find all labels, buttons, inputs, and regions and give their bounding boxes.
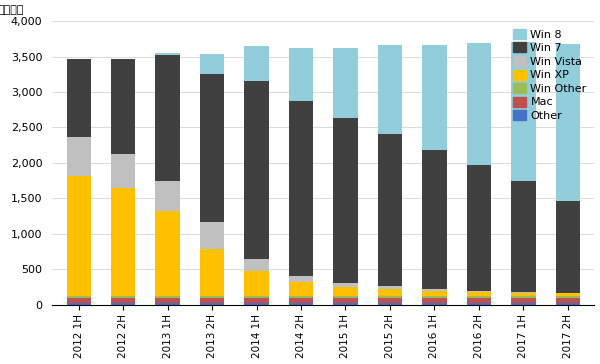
Bar: [556, 201, 580, 293]
Bar: [333, 48, 358, 118]
Bar: [200, 298, 224, 302]
Bar: [467, 302, 491, 305]
Bar: [200, 302, 224, 305]
Bar: [556, 293, 580, 296]
Bar: [111, 189, 136, 296]
Bar: [511, 296, 536, 298]
Bar: [289, 296, 313, 298]
Bar: [244, 46, 269, 82]
Text: （万台）: （万台）: [0, 5, 25, 16]
Bar: [200, 296, 224, 298]
Bar: [200, 55, 224, 74]
Bar: [467, 296, 491, 298]
Bar: [333, 296, 358, 298]
Bar: [422, 302, 446, 305]
Bar: [422, 289, 446, 290]
Bar: [378, 296, 402, 298]
Bar: [111, 298, 136, 302]
Bar: [289, 48, 313, 101]
Bar: [244, 260, 269, 271]
Bar: [67, 176, 91, 296]
Bar: [200, 222, 224, 249]
Bar: [289, 298, 313, 302]
Bar: [289, 101, 313, 276]
Bar: [155, 53, 180, 55]
Bar: [289, 282, 313, 296]
Bar: [467, 43, 491, 165]
Bar: [67, 59, 91, 138]
Bar: [244, 302, 269, 305]
Bar: [155, 302, 180, 305]
Bar: [67, 302, 91, 305]
Bar: [111, 302, 136, 305]
Bar: [511, 181, 536, 292]
Bar: [155, 211, 180, 296]
Bar: [333, 287, 358, 296]
Bar: [244, 298, 269, 302]
Bar: [333, 298, 358, 302]
Bar: [467, 298, 491, 302]
Bar: [467, 165, 491, 291]
Bar: [511, 42, 536, 181]
Bar: [511, 298, 536, 302]
Bar: [378, 134, 402, 286]
Bar: [244, 271, 269, 296]
Bar: [422, 298, 446, 302]
Bar: [422, 44, 446, 150]
Bar: [378, 45, 402, 134]
Bar: [556, 298, 580, 302]
Bar: [155, 181, 180, 211]
Bar: [200, 74, 224, 222]
Bar: [467, 292, 491, 296]
Bar: [333, 118, 358, 283]
Bar: [67, 138, 91, 176]
Bar: [200, 249, 224, 296]
Bar: [289, 302, 313, 305]
Bar: [111, 296, 136, 298]
Bar: [244, 82, 269, 260]
Bar: [378, 298, 402, 302]
Bar: [155, 298, 180, 302]
Bar: [511, 292, 536, 293]
Bar: [422, 296, 446, 298]
Bar: [67, 296, 91, 298]
Bar: [67, 298, 91, 302]
Bar: [244, 296, 269, 298]
Bar: [422, 290, 446, 296]
Bar: [556, 296, 580, 298]
Bar: [511, 302, 536, 305]
Bar: [422, 150, 446, 289]
Bar: [111, 154, 136, 189]
Bar: [467, 291, 491, 292]
Bar: [333, 283, 358, 287]
Bar: [556, 44, 580, 201]
Legend: Win 8, Win 7, Win Vista, Win XP, Win Other, Mac, Other: Win 8, Win 7, Win Vista, Win XP, Win Oth…: [511, 27, 589, 123]
Bar: [333, 302, 358, 305]
Bar: [111, 59, 136, 154]
Bar: [378, 289, 402, 296]
Bar: [155, 296, 180, 298]
Bar: [289, 276, 313, 282]
Bar: [556, 302, 580, 305]
Bar: [378, 286, 402, 289]
Bar: [378, 302, 402, 305]
Bar: [511, 293, 536, 296]
Bar: [155, 55, 180, 181]
